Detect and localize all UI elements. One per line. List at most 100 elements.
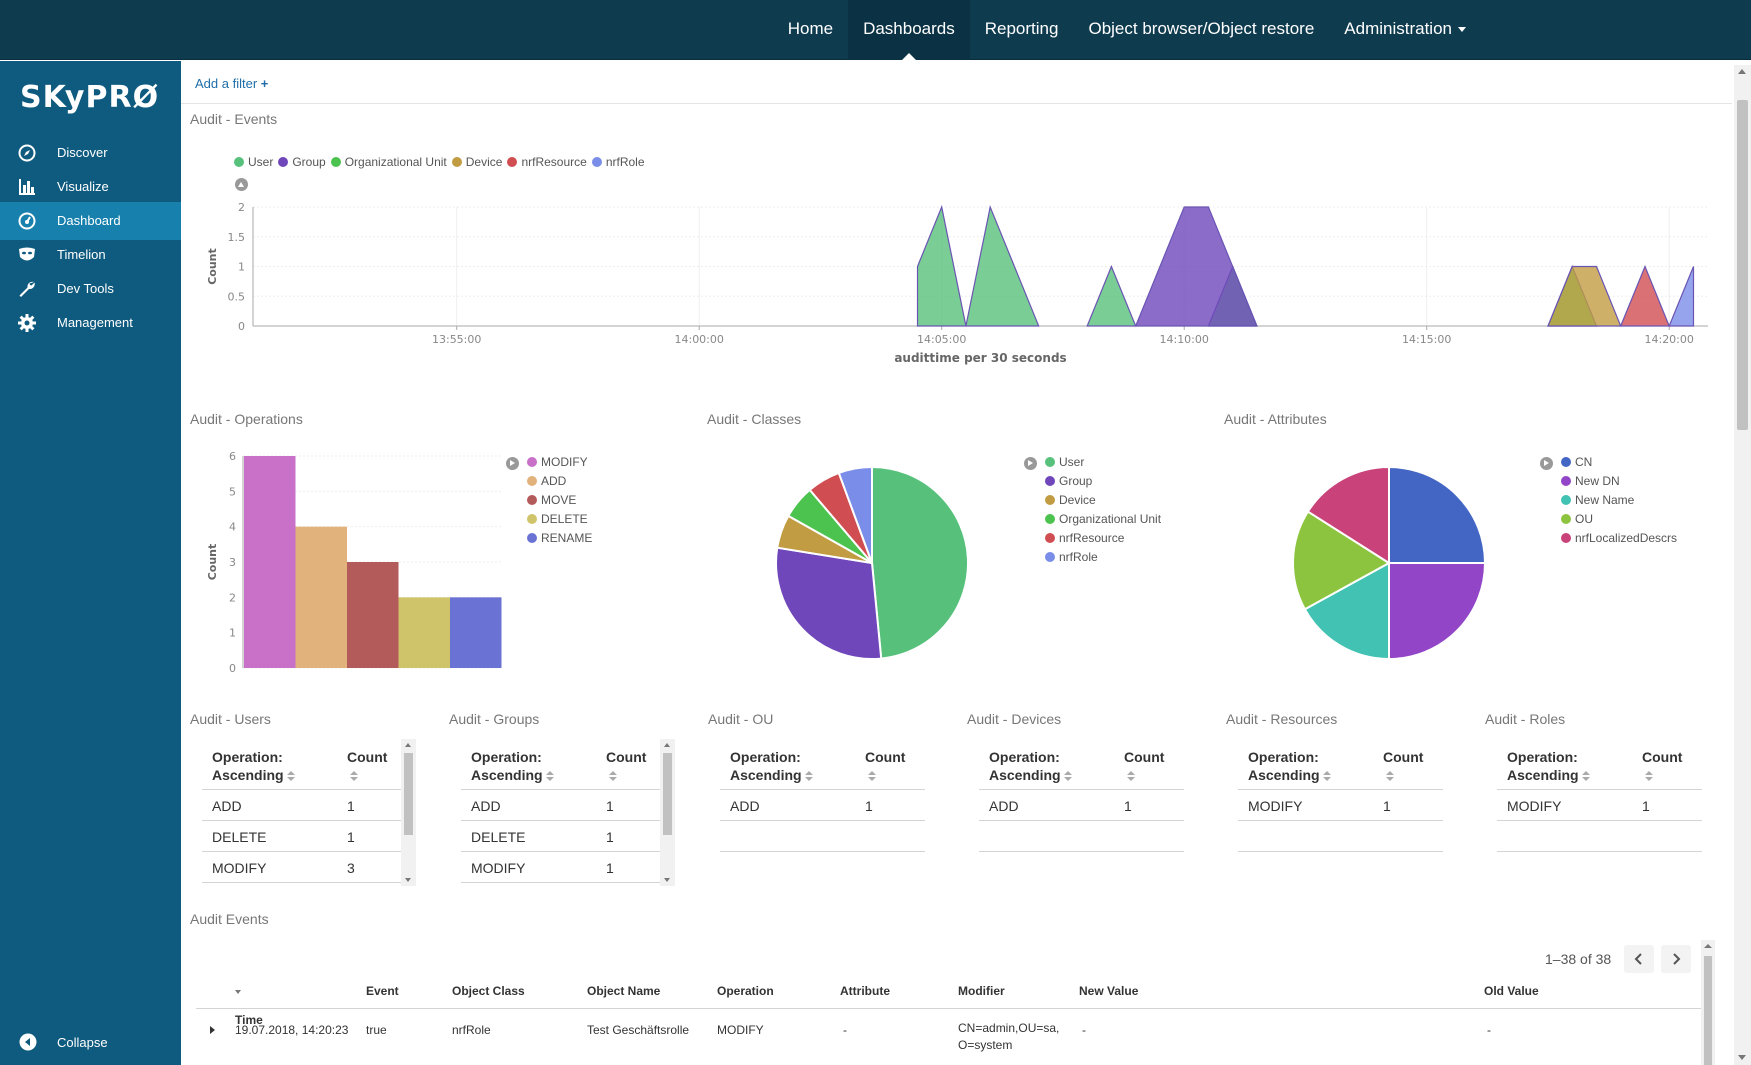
collapse-sidebar-button[interactable]: Collapse <box>0 1021 181 1061</box>
legend-toggle-icon[interactable] <box>1540 457 1553 470</box>
col-old-value[interactable]: Old Value <box>1484 984 1539 998</box>
col-count-header[interactable]: Count <box>347 748 387 784</box>
pie-slice-3-4[interactable] <box>1306 465 1390 565</box>
sidebar-item-discover[interactable]: Discover <box>0 134 181 172</box>
legend-dot <box>527 456 537 467</box>
col-operation-header[interactable]: Operation: Ascending <box>212 748 332 784</box>
bar-delete[interactable] <box>398 597 451 668</box>
legend-item[interactable]: nrfRole <box>591 155 645 169</box>
legend-collapse-icon[interactable] <box>235 178 248 191</box>
sidebar-item-label: Visualize <box>57 179 109 194</box>
col-operation-header[interactable]: Operation: Ascending <box>471 748 591 784</box>
events-table-scrollbar[interactable] <box>1701 940 1715 1065</box>
legend-item[interactable]: Organizational Unit <box>1045 509 1161 528</box>
add-filter-link[interactable]: Add a filter + <box>195 76 268 91</box>
legend-item[interactable]: New DN <box>1561 471 1677 490</box>
col-new-value[interactable]: New Value <box>1079 984 1139 998</box>
col-event[interactable]: Event <box>366 984 399 998</box>
area-series-3[interactable] <box>1134 206 1258 327</box>
pie-slice-3-1[interactable] <box>1388 562 1487 661</box>
table-row[interactable]: 19.07.2018, 14:20:23 true nrfRole Test G… <box>196 1009 1701 1059</box>
header-line: Count <box>347 749 388 765</box>
area-series-0[interactable] <box>916 204 1040 327</box>
scroll-thumb[interactable] <box>1737 100 1748 430</box>
sidebar-item-dashboard[interactable]: Dashboard <box>0 202 181 240</box>
col-object-class[interactable]: Object Class <box>452 984 525 998</box>
legend-label: RENAME <box>541 530 593 545</box>
collapse-label: Collapse <box>57 1035 108 1050</box>
legend-item[interactable]: nrfResource <box>1045 528 1161 547</box>
page-scrollbar[interactable] <box>1734 65 1751 1065</box>
pager-prev-button[interactable] <box>1624 945 1654 973</box>
nav-home[interactable]: Home <box>773 0 848 60</box>
x-tick-label: 14:15:00 <box>1402 333 1451 346</box>
legend-dot <box>278 157 289 167</box>
legend-item[interactable]: Group <box>278 155 326 169</box>
pie-slice-3-2[interactable] <box>1303 561 1390 661</box>
legend-item[interactable]: Device <box>451 155 502 169</box>
pager-next-button[interactable] <box>1661 945 1691 973</box>
col-operation[interactable]: Operation <box>717 984 774 998</box>
col-modifier[interactable]: Modifier <box>958 984 1005 998</box>
col-operation-header[interactable]: Operation: Ascending <box>1507 748 1627 784</box>
attributes-pie-chart <box>1291 465 1487 661</box>
bar-rename[interactable] <box>450 597 502 668</box>
nav-administration[interactable]: Administration <box>1329 0 1481 60</box>
area-series-7[interactable] <box>1668 266 1695 327</box>
legend-item[interactable]: DELETE <box>527 509 592 528</box>
x-tick-label: 14:20:00 <box>1644 333 1693 346</box>
col-operation-header[interactable]: Operation: Ascending <box>1248 748 1368 784</box>
col-time[interactable]: Time <box>235 984 263 1027</box>
nav-reporting[interactable]: Reporting <box>970 0 1074 60</box>
col-attribute[interactable]: Attribute <box>840 984 890 998</box>
legend-item[interactable]: CN <box>1561 452 1677 471</box>
legend-item[interactable]: Device <box>1045 490 1161 509</box>
header-line: Count <box>1124 749 1165 765</box>
legend-item[interactable]: MOVE <box>527 490 592 509</box>
legend-item[interactable]: Group <box>1045 471 1161 490</box>
legend-item[interactable]: User <box>1045 452 1161 471</box>
nav-dashboards[interactable]: Dashboards <box>848 0 970 60</box>
legend-item[interactable]: nrfLocalizedDescrs <box>1561 528 1677 547</box>
pie-slice-3-3[interactable] <box>1291 510 1391 611</box>
legend-toggle-icon[interactable] <box>506 457 519 470</box>
col-operation-header[interactable]: Operation: Ascending <box>730 748 850 784</box>
col-count-header[interactable]: Count <box>865 748 905 784</box>
pie-slice-3-0[interactable] <box>1388 465 1487 564</box>
groups-table-scrollbar[interactable] <box>660 739 675 886</box>
legend-item[interactable]: MODIFY <box>527 452 592 471</box>
scroll-up-icon[interactable] <box>1738 69 1746 74</box>
sidebar-item-management[interactable]: Management <box>0 304 181 342</box>
sidebar-item-timelion[interactable]: Timelion <box>0 236 181 274</box>
area-series-5[interactable] <box>1547 265 1622 327</box>
users-table-scrollbar[interactable] <box>401 739 416 886</box>
bar-move[interactable] <box>347 562 399 668</box>
legend-item[interactable]: nrfResource <box>507 155 587 169</box>
col-count-header[interactable]: Count <box>1383 748 1423 784</box>
pie-slice-2-5[interactable] <box>837 465 873 564</box>
sidebar-item-visualize[interactable]: Visualize <box>0 168 181 206</box>
legend-item[interactable]: User <box>234 155 273 169</box>
area-series-1[interactable] <box>1086 264 1137 327</box>
sidebar-item-dev-tools[interactable]: Dev Tools <box>0 270 181 308</box>
col-count-header[interactable]: Count <box>1124 748 1164 784</box>
legend-item[interactable]: Organizational Unit <box>330 155 447 169</box>
col-operation-header[interactable]: Operation: Ascending <box>989 748 1109 784</box>
pie-slice-2-1[interactable] <box>775 546 883 660</box>
col-count-header[interactable]: Count <box>1642 748 1682 784</box>
legend-item[interactable]: New Name <box>1561 490 1677 509</box>
legend-item[interactable]: RENAME <box>527 528 592 547</box>
area-series-6[interactable] <box>1619 264 1671 327</box>
bar-modify[interactable] <box>244 456 296 668</box>
legend-item[interactable]: nrfRole <box>1045 547 1161 566</box>
pie-slice-2-0[interactable] <box>871 465 969 660</box>
nav-object-browser[interactable]: Object browser/Object restore <box>1073 0 1329 60</box>
col-count-header[interactable]: Count <box>606 748 646 784</box>
bar-add[interactable] <box>295 526 348 668</box>
legend-item[interactable]: ADD <box>527 471 592 490</box>
col-object-name[interactable]: Object Name <box>587 984 661 998</box>
expand-row-icon[interactable] <box>210 1026 215 1034</box>
scroll-down-icon[interactable] <box>1738 1055 1746 1060</box>
legend-item[interactable]: OU <box>1561 509 1677 528</box>
legend-toggle-icon[interactable] <box>1024 457 1037 470</box>
